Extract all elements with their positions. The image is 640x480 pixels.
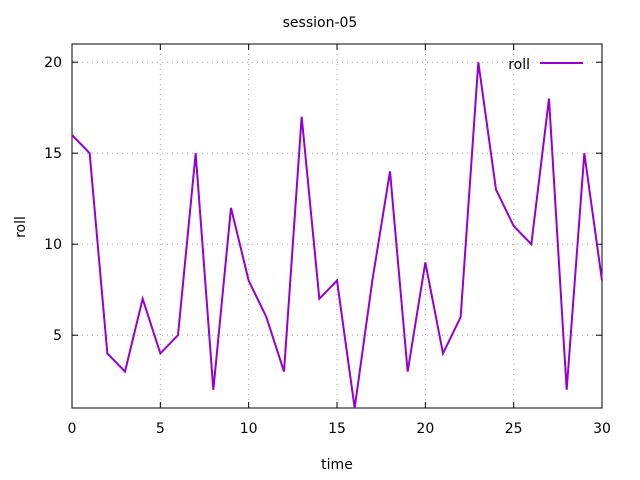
plot-frame [71, 43, 603, 409]
x-tick-label: 15 [328, 421, 346, 437]
legend-label-roll: roll [508, 57, 530, 73]
axis-ticks: 0 5 10 15 20 25 30 5 10 15 20 [44, 44, 611, 437]
y-tick-label: 10 [44, 237, 62, 253]
legend: roll [508, 57, 583, 73]
x-tick-label: 25 [505, 421, 523, 437]
x-tick-label: 30 [593, 421, 611, 437]
x-axis-title: time [321, 457, 353, 473]
x-tick-label: 10 [240, 421, 258, 437]
grid-lines [72, 44, 602, 408]
x-tick-label: 5 [156, 421, 165, 437]
chart-title: session-05 [283, 15, 358, 31]
x-tick-label: 0 [68, 421, 77, 437]
y-axis-title: roll [13, 216, 29, 238]
series-layer [71, 62, 603, 409]
x-tick-label: 20 [416, 421, 434, 437]
y-tick-label: 15 [44, 146, 62, 162]
series-line-roll [71, 62, 603, 409]
y-tick-label: 5 [53, 328, 62, 344]
y-tick-label: 20 [44, 55, 62, 71]
